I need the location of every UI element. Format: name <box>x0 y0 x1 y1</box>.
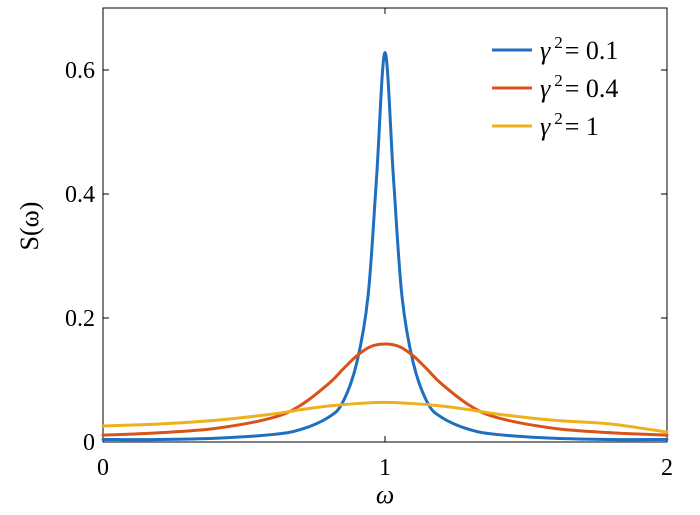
series-line-1 <box>101 51 669 442</box>
legend-exponent: 2 <box>554 71 563 90</box>
series-line-3 <box>101 400 669 434</box>
legend-entry-3: γ 2= 1 <box>540 109 599 141</box>
legend-entry-2: γ 2= 0.4 <box>540 71 618 103</box>
legend-gamma-symbol: γ <box>540 74 551 103</box>
x-axis-label: ω <box>376 480 394 509</box>
y-tick-label: 0 <box>83 430 95 456</box>
legend-gamma-symbol: γ <box>540 112 551 141</box>
x-tick-label: 0 <box>97 455 109 481</box>
legend-value: = 1 <box>565 112 599 141</box>
x-tick-label: 1 <box>379 455 391 481</box>
legend-exponent: 2 <box>554 109 563 128</box>
y-tick-label: 0.2 <box>65 306 95 332</box>
ticks: 0 1 2 0 0.2 0.4 0.6 <box>65 8 673 481</box>
series-line-2 <box>101 342 669 437</box>
y-tick-label: 0.4 <box>65 182 95 208</box>
legend: γ 2= 0.1γ 2= 0.4γ 2= 1 <box>492 33 618 141</box>
legend-gamma-symbol: γ <box>540 36 551 65</box>
legend-value: = 0.4 <box>565 74 619 103</box>
y-axis-label: S(ω) <box>15 202 44 251</box>
legend-exponent: 2 <box>554 33 563 52</box>
legend-value: = 0.1 <box>565 36 619 65</box>
series-lines <box>101 51 669 442</box>
legend-entry-1: γ 2= 0.1 <box>540 33 618 65</box>
x-tick-label: 2 <box>661 455 673 481</box>
y-tick-label: 0.6 <box>65 58 95 84</box>
